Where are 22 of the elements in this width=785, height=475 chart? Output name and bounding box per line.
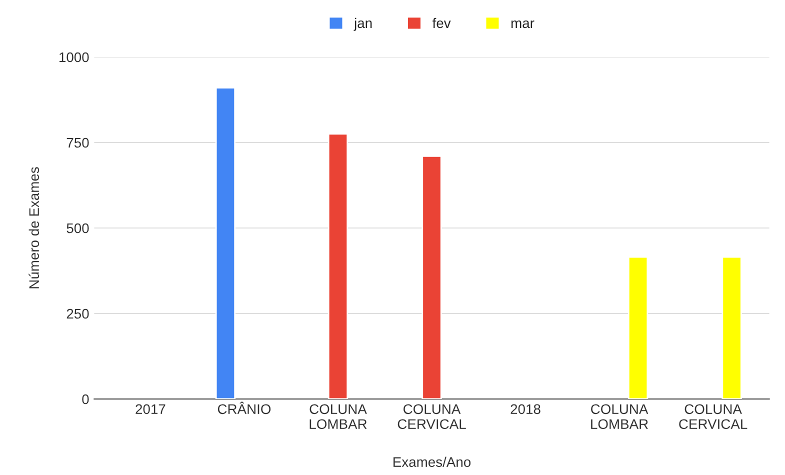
y-tick-label: 1000 <box>60 52 89 62</box>
x-tick-label: COLUNA LOMBAR <box>591 404 648 430</box>
bar <box>628 256 648 399</box>
bar <box>422 155 442 399</box>
legend-label: jan <box>354 18 372 31</box>
bar <box>722 256 742 399</box>
bar <box>328 133 348 399</box>
x-tick-label: COLUNA LOMBAR <box>310 404 367 430</box>
y-tick-label: 0 <box>82 394 89 404</box>
legend-label: mar <box>511 20 534 28</box>
x-tick-label: COLUNA CERVICAL <box>398 404 466 430</box>
x-axis-title: Exames/Ano <box>394 456 471 467</box>
y-tick-label: 250 <box>66 308 89 319</box>
y-axis-title: Número de Exames <box>28 167 40 288</box>
y-tick-label: 500 <box>66 223 89 234</box>
y-tick-label: 750 <box>66 138 89 148</box>
x-tick-label: COLUNA CERVICAL <box>679 404 748 430</box>
x-tick-label: 2017 <box>136 404 166 414</box>
legend-label: fev <box>432 18 451 28</box>
x-tick-label: 2018 <box>510 404 540 414</box>
bar <box>215 87 236 399</box>
x-tick-label: CRÂNIO <box>218 402 271 414</box>
